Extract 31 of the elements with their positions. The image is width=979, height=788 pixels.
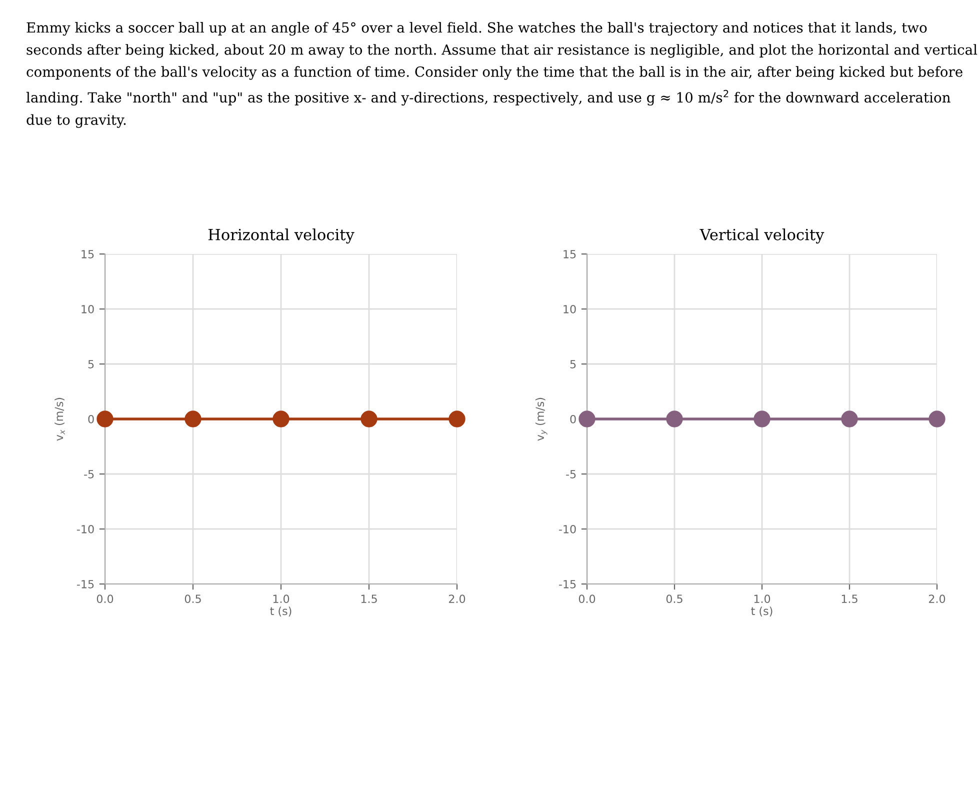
y-tick-label: -15 xyxy=(76,580,94,588)
text: Emmy kicks a soccer ball up at an angle of 45° over a level field. She watches the ball's trajectory and notices that it lands, two seconds after being kicked, about 20 m away to the north. Assume that air resistance is negligible, and plot the horizontal and vertical components of the ball's velocity as a function of time. Consider only the time that the ball is in the air, after being kicked but before landing. Take "north" and "up" as the positive x- and y-directions, respectively, and use g ≈ 10 m/s$^{2}$ for the downward acceleration due to gravity. xyxy=(26,22,978,128)
y-tick-label: 0 xyxy=(88,414,94,424)
x-tick-label: 1.5 xyxy=(361,594,377,604)
x-tick-label: 0.5 xyxy=(666,594,682,604)
x-axis-title: t (s) xyxy=(270,606,292,616)
x-tick-label: 1.5 xyxy=(842,594,858,604)
y-tick-label: 5 xyxy=(88,360,94,368)
x-tick-label: 0.0 xyxy=(578,594,596,604)
x-tick-label: 0.5 xyxy=(184,594,201,604)
y-tick-label: -5 xyxy=(84,470,94,478)
x-axis-title: t (s) xyxy=(751,606,772,616)
y-tick-label: 5 xyxy=(570,360,576,368)
y-tick-label: 10 xyxy=(82,304,94,314)
y-axis-title: v$_{x}$ (m/s) xyxy=(54,398,65,441)
x-tick-label: 0.0 xyxy=(96,594,114,604)
y-axis-title: v$_{y}$ (m/s) xyxy=(535,398,548,441)
y-tick-label: 10 xyxy=(564,304,576,314)
y-tick-label: -10 xyxy=(76,524,94,534)
chart-title: Horizontal velocity xyxy=(208,228,354,244)
x-tick-label: 1.0 xyxy=(273,594,290,604)
y-tick-label: 0 xyxy=(570,414,576,424)
y-tick-label: -10 xyxy=(558,524,576,534)
x-tick-label: 2.0 xyxy=(928,594,946,604)
y-tick-label: 15 xyxy=(564,250,576,258)
chart-title: Vertical velocity xyxy=(700,228,824,244)
y-tick-label: -5 xyxy=(566,470,576,478)
y-tick-label: -15 xyxy=(558,580,576,588)
x-tick-label: 2.0 xyxy=(448,594,466,604)
y-tick-label: 15 xyxy=(82,250,94,258)
x-tick-label: 1.0 xyxy=(754,594,770,604)
